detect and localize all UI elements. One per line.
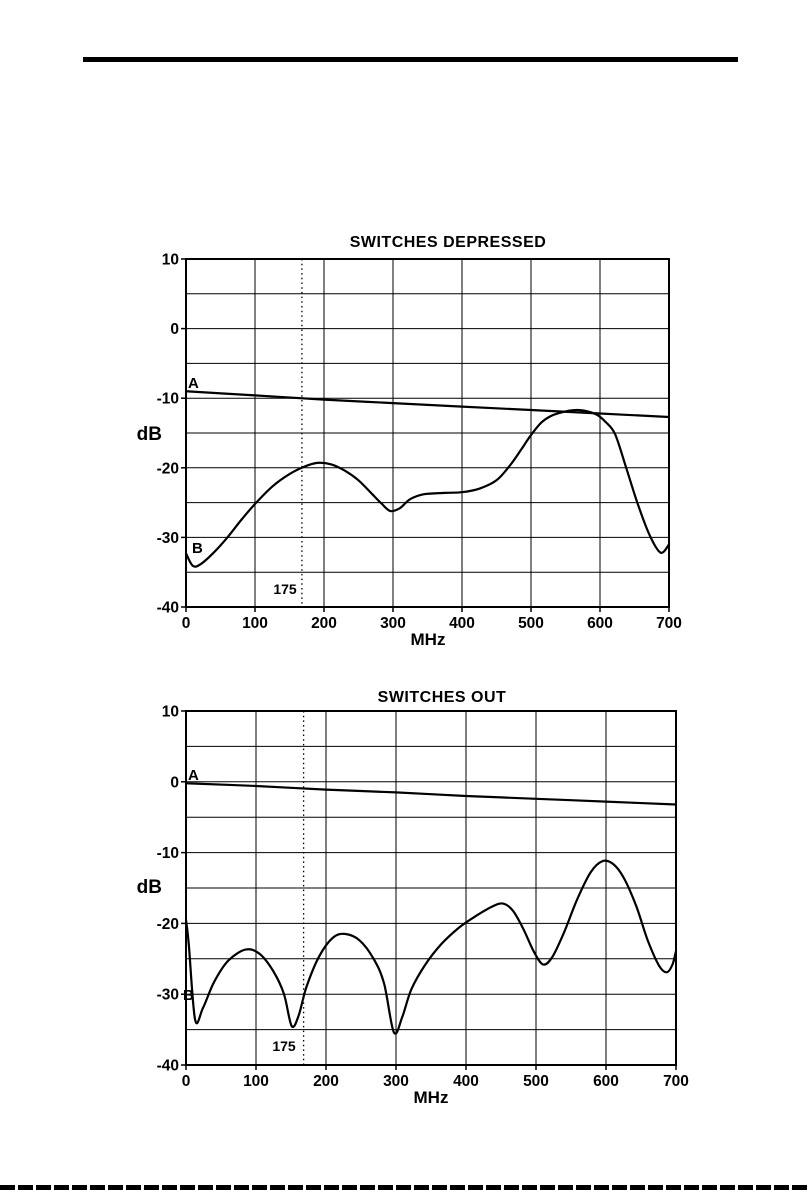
series-label-b: B [192,540,203,557]
marker-label-175: 175 [273,581,297,597]
y-tick-label: 0 [170,321,179,338]
y-tick-label: -30 [157,530,179,547]
curve-B [184,408,671,568]
x-tick-label: 100 [243,1073,269,1090]
curve-B [184,859,678,1035]
chart-title: SWITCHES OUT [378,689,507,706]
bottom-dashed-rule [0,1185,808,1190]
x-tick-label: 0 [182,615,191,632]
y-axis-label: dB [137,877,162,898]
grid [186,259,669,607]
series-label-a: A [188,767,199,784]
x-tick-label: 400 [453,1073,479,1090]
y-tick-label: 0 [170,774,179,791]
x-tick-label: 500 [518,615,544,632]
x-tick-label: 300 [383,1073,409,1090]
x-tick-label: 0 [182,1073,191,1090]
y-tick-label: -40 [157,1058,179,1075]
y-tick-label: 10 [162,704,179,721]
curve-A [184,390,671,419]
y-tick-label: 10 [162,252,179,269]
x-tick-label: 100 [242,615,268,632]
curve-A [184,782,678,806]
series-label-b: B [183,987,194,1004]
grid [186,711,676,1065]
x-tick-label: 600 [587,615,613,632]
marker-label-175: 175 [272,1038,296,1054]
y-tick-label: -10 [157,845,179,862]
plot-frame [185,710,677,1066]
x-tick-label: 400 [449,615,475,632]
x-tick-label: 200 [311,615,337,632]
y-tick-label: -40 [157,600,179,617]
x-axis-label: MHz [411,630,446,649]
x-axis-label: MHz [414,1088,449,1107]
plot-frame [185,258,670,608]
chart-title: SWITCHES DEPRESSED [350,234,547,251]
x-tick-label: 600 [593,1073,619,1090]
y-axis-label: dB [137,424,162,445]
y-tick-label: -20 [157,460,179,477]
series-label-a: A [188,375,199,392]
x-tick-label: 500 [523,1073,549,1090]
x-tick-label: 700 [656,615,682,632]
y-tick-label: -30 [157,987,179,1004]
top-rule [83,57,738,62]
y-tick-label: -10 [157,391,179,408]
x-tick-label: 300 [380,615,406,632]
y-tick-label: -20 [157,916,179,933]
x-tick-label: 700 [663,1073,689,1090]
x-tick-label: 200 [313,1073,339,1090]
